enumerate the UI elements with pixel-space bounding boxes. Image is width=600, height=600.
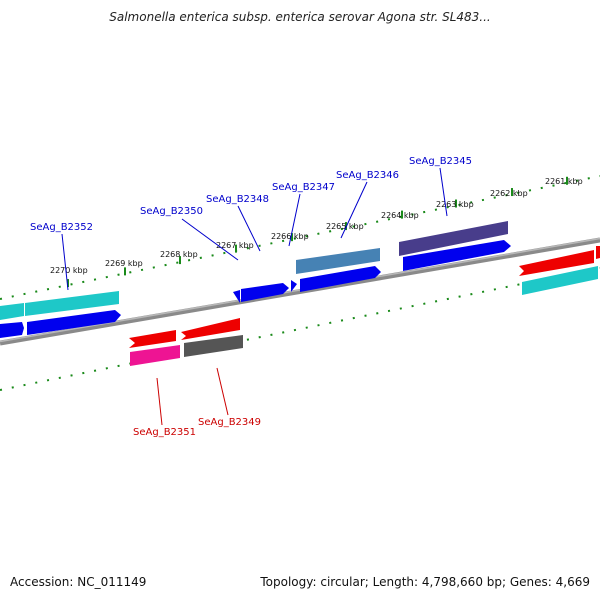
cds-arrow[interactable] (27, 310, 121, 335)
cds-arrow[interactable] (291, 280, 297, 292)
gene-label[interactable]: SeAg_B2347 (272, 182, 335, 193)
cds-arrow[interactable] (403, 240, 511, 271)
gene-label[interactable]: SeAg_B2345 (409, 156, 472, 167)
gene-label[interactable]: SeAg_B2348 (206, 194, 269, 205)
scale-tick-label: 2263 kbp (436, 200, 474, 209)
cds-arrow[interactable] (129, 330, 176, 348)
gene-label[interactable]: SeAg_B2349 (198, 417, 261, 428)
genome-summary: Topology: circular; Length: 4,798,660 bp… (260, 575, 590, 589)
cds-arrow[interactable] (0, 322, 24, 338)
gene-feature[interactable] (184, 335, 243, 357)
gene-feature[interactable] (130, 345, 180, 366)
scale-tick-label: 2266 kbp (271, 232, 309, 241)
scale-tick-label: 2268 kbp (160, 250, 198, 259)
gene-feature[interactable] (399, 221, 508, 256)
upper-gene-track (0, 221, 598, 320)
cds-arrow[interactable] (233, 290, 240, 303)
gene-feature[interactable] (522, 266, 598, 295)
gene-label[interactable]: SeAg_B2346 (336, 170, 399, 181)
bottom-gene-labels: SeAg_B2351 SeAg_B2349 (133, 367, 261, 438)
scale-tick-label: 2267 kbp (216, 241, 254, 250)
cds-arrow[interactable] (181, 318, 240, 340)
upper-scale: 2270 kbp 2269 kbp 2268 kbp 2267 kbp 2266 kbp… (0, 175, 600, 300)
gene-feature[interactable] (25, 291, 119, 316)
reverse-cds-track (129, 246, 600, 348)
gene-feature[interactable] (296, 248, 380, 274)
cds-arrow[interactable] (241, 283, 289, 302)
lower-gene-track (130, 335, 243, 366)
gene-label[interactable]: SeAg_B2350 (140, 206, 203, 217)
scale-tick-label: 2270 kbp (50, 266, 88, 275)
forward-cds-track (0, 240, 511, 338)
cds-arrow[interactable] (300, 266, 381, 292)
gene-feature[interactable] (0, 303, 24, 320)
cds-arrow[interactable] (519, 250, 594, 276)
cds-arrow[interactable] (596, 246, 600, 259)
scale-tick-label: 2265 kbp (326, 222, 364, 231)
scale-tick-label: 2264 kbp (381, 211, 419, 220)
genome-title: Salmonella enterica subsp. enterica sero… (109, 10, 491, 24)
gene-label[interactable]: SeAg_B2352 (30, 222, 93, 233)
scale-tick-label: 2269 kbp (105, 259, 143, 268)
accession-label: Accession: NC_011149 (10, 575, 147, 589)
top-gene-labels: SeAg_B2352 SeAg_B2350 SeAg_B2348 SeAg_B2… (30, 156, 472, 291)
scale-tick-label: 2261 kbp (545, 177, 583, 186)
gene-label[interactable]: SeAg_B2351 (133, 427, 196, 438)
scale-tick-label: 2262 kbp (490, 189, 528, 198)
